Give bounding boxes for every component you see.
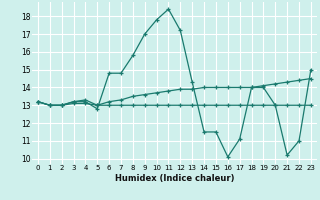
X-axis label: Humidex (Indice chaleur): Humidex (Indice chaleur) [115,174,234,183]
